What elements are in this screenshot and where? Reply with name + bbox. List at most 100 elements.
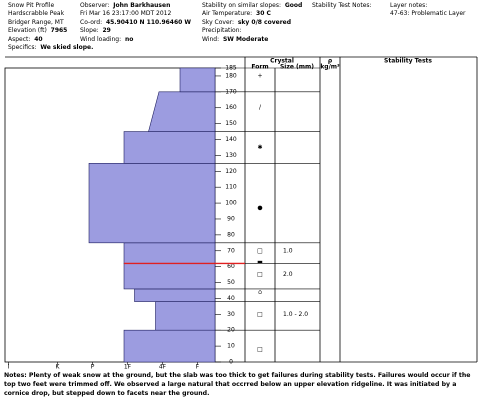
crystal-form: ⌂ [258, 289, 262, 296]
column-header: Form [251, 64, 268, 71]
notes-text: Plenty of weak snow at the ground, but t… [4, 372, 471, 397]
field-value: SW Moderate [222, 35, 269, 43]
field-label: Elevation (ft) [8, 27, 47, 35]
field-value: 7965 [50, 27, 68, 35]
field-value: We skied slope. [40, 44, 94, 52]
notes: Notes: Plenty of weak snow at the ground… [4, 371, 476, 398]
hardness-layer [134, 288, 216, 302]
crystal-form: ▬ [257, 258, 263, 265]
hardness-layer [123, 329, 216, 363]
y-tick-label: 30 [227, 311, 235, 318]
field-label: Sky Cover: [202, 18, 235, 26]
crystal-form: + [257, 72, 262, 79]
field-value: 45.90410 N 110.96460 W [105, 18, 192, 26]
column-header: ρ [328, 58, 333, 65]
crystal-form: □ [257, 311, 263, 318]
header-column: Snow Pit Profile Hardscrabble Peak Bridger… [8, 2, 93, 52]
y-tick-label: 100 [225, 200, 237, 207]
y-tick-label: 180 [225, 72, 237, 79]
header-field: 47-63: Problematic Layer [390, 10, 466, 18]
y-tick-label: 60 [227, 263, 235, 270]
hardness-layer [155, 301, 216, 331]
header-field: Aspect: 40 [8, 36, 93, 44]
y-tick-label: 10 [227, 343, 235, 350]
crystal-size: 1.0 - 2.0 [283, 311, 308, 318]
y-tick-label: 50 [227, 279, 235, 286]
header-field: Air Temperature: 30 C [202, 10, 302, 18]
field-label: Air Temperature: [202, 10, 253, 18]
y-tick-label: 90 [227, 215, 235, 222]
y-tick-label: 130 [225, 152, 237, 159]
y-tick-label: 0 [229, 359, 233, 366]
field-value: 29 [102, 27, 111, 35]
header-field: Wind: SW Moderate [202, 36, 302, 44]
y-tick-label: 40 [227, 295, 235, 302]
header-field: Sky Cover: sky 0/8 covered [202, 19, 302, 27]
field-label: Layer notes: [390, 2, 428, 9]
header-field: Fri Mar 16 23:17:00 MDT 2012 [80, 10, 191, 18]
hardness-layer [123, 131, 216, 164]
y-tick-label: 140 [225, 136, 237, 143]
y-tick-label: 110 [225, 184, 237, 191]
notes-label: Notes: [4, 372, 27, 379]
header-column: Layer notes: 47-63: Problematic Layer [390, 2, 466, 19]
column-header: Stability Tests [384, 58, 432, 65]
field-value: Bridger Range, MT [8, 18, 64, 26]
x-tick-label: 4F [159, 364, 167, 371]
header-field: Precipitation: [202, 27, 302, 35]
y-tick-label: 150 [225, 120, 237, 127]
field-label: Observer: [80, 2, 110, 9]
crystal-form: / [259, 104, 262, 111]
header-column: Observer: John Barkhausen Fri Mar 16 23:1… [80, 2, 191, 44]
field-label: Co-ord: [80, 18, 103, 26]
column-header: Size (mm) [280, 64, 314, 71]
field-label: Specifics: [8, 44, 37, 52]
header-field: Hardscrabble Peak [8, 10, 93, 18]
field-value: John Barkhausen [113, 2, 171, 9]
header-field: Bridger Range, MT [8, 19, 93, 27]
field-value: Snow Pit Profile [8, 2, 55, 9]
header-field: Snow Pit Profile [8, 2, 93, 10]
hardness-layer [123, 263, 216, 290]
header-field: Stability Test Notes: [312, 2, 372, 10]
field-label: Stability on similar slopes: [202, 2, 281, 9]
field-label: Wind: [202, 35, 220, 43]
chart: Crystal Form Size (mm) ρ kg/m³ Stability… [4, 56, 478, 371]
header-field: Stability on similar slopes: Good [202, 2, 302, 10]
crystal-form: □ [257, 346, 263, 353]
header-field: Wind loading: no [80, 36, 191, 44]
x-tick-label: I [8, 364, 10, 371]
crystal-form: □ [257, 247, 263, 254]
field-value: sky 0/8 covered [237, 18, 292, 26]
field-label: Wind loading: [80, 35, 122, 43]
header-field: Co-ord: 45.90410 N 110.96460 W [80, 19, 191, 27]
y-tick-label: 160 [225, 104, 237, 111]
hardness-layer [123, 242, 216, 264]
x-tick-label: P [91, 364, 95, 371]
field-value: 47-63: Problematic Layer [390, 10, 466, 18]
header-field: Layer notes: [390, 2, 466, 10]
crystal-form: □ [257, 271, 263, 278]
field-label: Slope: [80, 27, 99, 35]
x-tick-label: K [56, 364, 61, 371]
crystal-form: ✱ [257, 144, 262, 151]
header-field: Specifics: We skied slope. [8, 44, 93, 52]
field-label: Aspect: [8, 35, 31, 43]
field-value: no [124, 35, 134, 43]
header-column: Stability Test Notes: [312, 2, 372, 10]
y-tick-label: 80 [227, 231, 235, 238]
field-label: Precipitation: [202, 27, 242, 35]
column-header: Crystal [270, 58, 294, 65]
field-value: 30 C [256, 10, 271, 18]
header-field: Slope: 29 [80, 27, 191, 35]
y-tick-label: 120 [225, 168, 237, 175]
x-tick-label: F [196, 364, 200, 371]
crystal-size: 1.0 [283, 247, 293, 254]
column-header: kg/m³ [320, 64, 340, 71]
field-value: Good [284, 2, 303, 9]
field-label: Stability Test Notes: [312, 2, 372, 9]
crystal-form: ● [257, 204, 262, 211]
header-field: Observer: John Barkhausen [80, 2, 191, 10]
hardness-layer [148, 91, 216, 132]
